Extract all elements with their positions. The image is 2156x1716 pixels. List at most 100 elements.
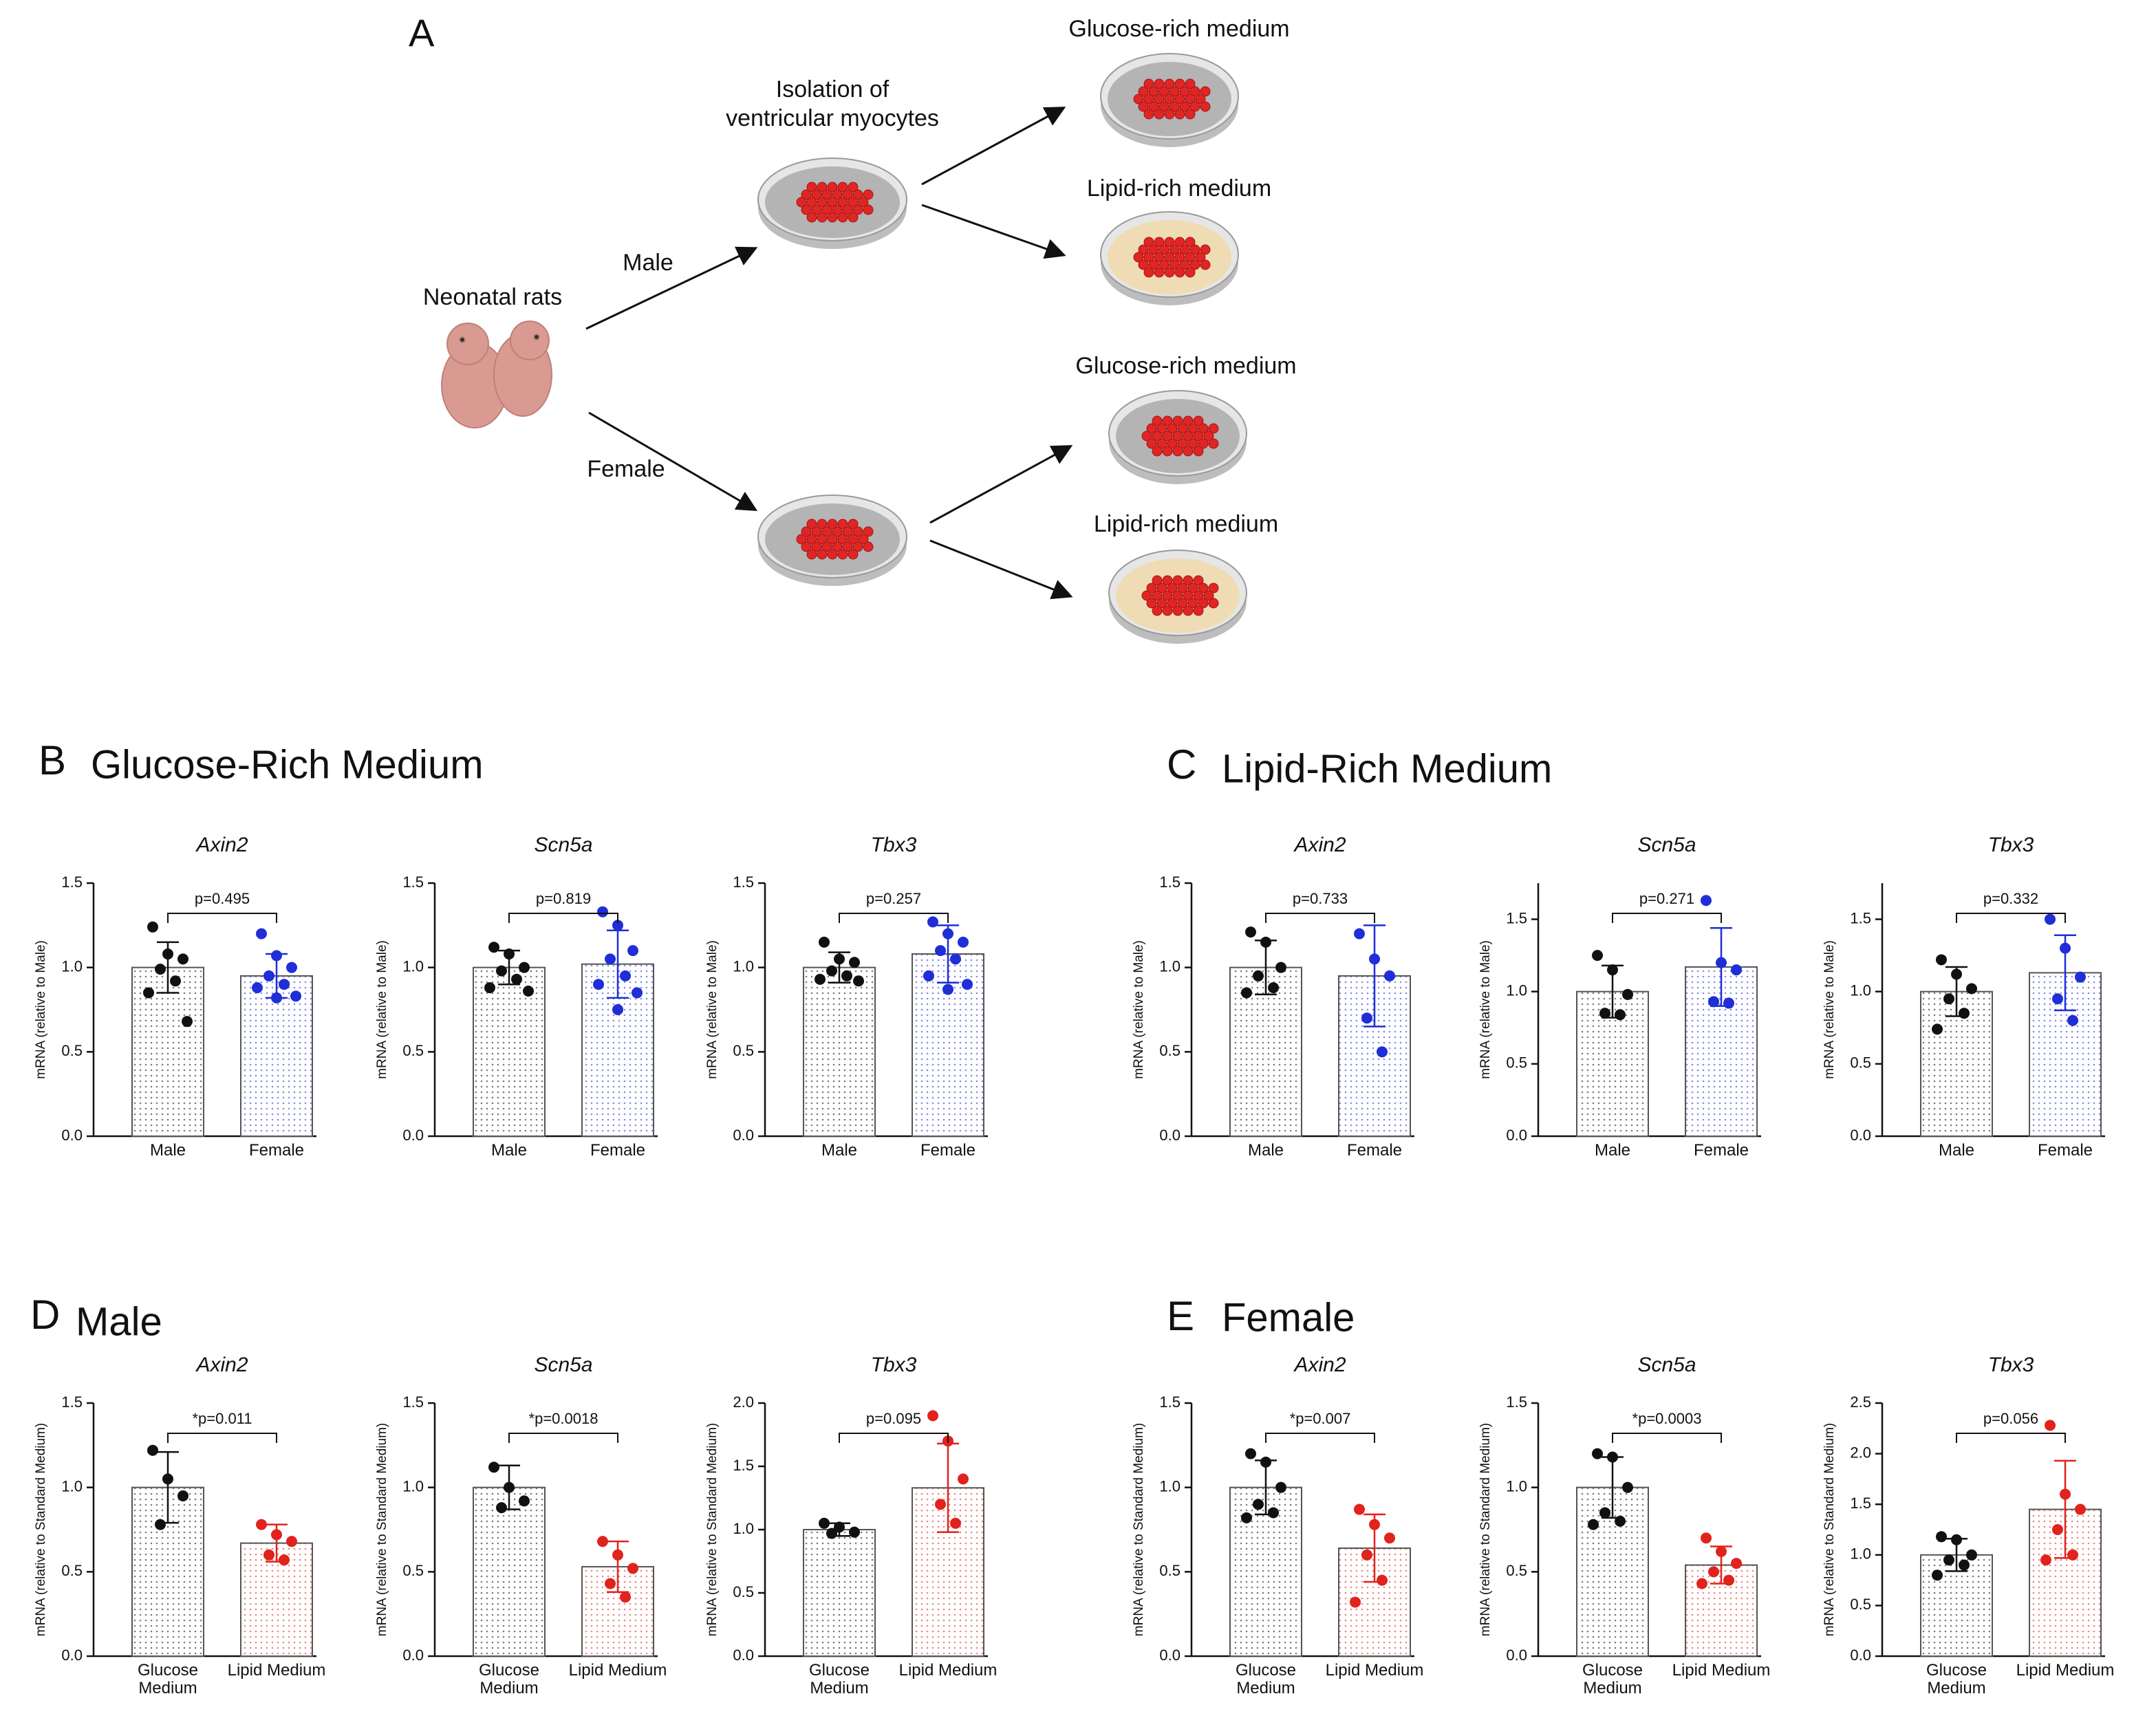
panel-letter: C [1167,741,1196,788]
data-point [1268,1507,1279,1519]
cell [1152,575,1163,586]
cell [1193,446,1204,457]
y-tick-label: 1.5 [1850,909,1871,926]
cell [1193,590,1204,601]
x-tick-label: Male [1938,1142,1975,1160]
cell [1198,423,1209,434]
chart-title: Scn5a [534,834,592,856]
significance-bracket [839,1433,949,1443]
data-point [2040,1554,2051,1566]
medium-label: Lipid-rich medium [1087,175,1271,202]
data-point [834,953,845,965]
x-tick-label: Glucose Medium [808,1662,870,1697]
y-tick-label: 0.5 [1159,1042,1181,1059]
cell [1174,252,1185,263]
significance-bracket [508,1433,618,1443]
significance-bracket [839,913,949,923]
cell [1152,590,1163,601]
data-point [597,1536,608,1547]
data-point [1716,957,1727,968]
data-point [271,992,282,1003]
y-axis-label: mRNA (relative to Male) [1822,940,1837,1079]
p-value: p=0.495 [195,890,250,907]
cell [832,526,843,537]
data-point [927,1410,938,1422]
cell [1167,583,1178,594]
cell [842,189,853,200]
data-point [1943,1554,1954,1566]
cell [801,526,812,537]
y-tick-label: 0.5 [1850,1054,1871,1072]
data-point [147,921,158,933]
data-point [962,979,973,990]
cell [852,204,863,215]
cell [1156,438,1167,449]
y-tick-label: 1.5 [402,1393,424,1411]
data-point [1245,926,1256,938]
cell [1164,267,1175,278]
data-point [1350,1596,1361,1608]
cell [848,197,859,208]
panel-title: Lipid-Rich Medium [1222,746,1552,791]
data-point [2060,1488,2071,1500]
data-point [1253,970,1264,981]
cell [1143,252,1154,263]
cell [1198,438,1209,449]
cell [1172,446,1183,457]
cell [1187,423,1198,434]
chart-title: Scn5a [534,1354,592,1376]
data-point [612,920,623,931]
data-point [1369,1519,1380,1530]
cell [796,534,807,545]
cell [852,189,863,200]
data-point [271,950,282,962]
cell [1148,101,1159,112]
cell [832,189,843,200]
cell [1172,415,1183,426]
data-point [256,928,267,940]
cell [806,182,817,193]
cell [821,189,832,200]
x-tick-label-box: Lipid Medium [228,1662,326,1680]
y-tick-label: 1.5 [61,873,83,891]
cell [1187,438,1198,449]
data-point [1354,928,1365,940]
chart-title: Axin2 [1293,834,1346,856]
data-point [2067,1014,2078,1026]
x-tick-label: Female [1693,1142,1749,1160]
y-tick-label: 0.0 [1850,1647,1871,1664]
y-axis-label: mRNA (relative to Standard Medium) [1478,1423,1493,1636]
panel-title: Male [76,1299,162,1344]
data-point [252,982,263,994]
cell [1189,86,1200,97]
cell [1148,86,1159,97]
data-point [605,1578,616,1589]
x-tick-label-box: Female [2038,1142,2093,1160]
cell [1185,252,1196,263]
data-point [1936,954,1947,966]
data-point [519,1495,530,1507]
y-tick-label: 1.5 [1159,873,1181,891]
cell [1162,446,1173,457]
data-point [286,1536,297,1547]
medium-label: Glucose-rich medium [1075,353,1296,379]
data-point [143,987,154,999]
data-point [2052,993,2063,1005]
x-tick-label-box: Female [249,1142,304,1160]
significance-bracket [1265,1433,1375,1443]
y-tick-label: 1.0 [1159,1477,1181,1495]
data-point [1959,1559,1970,1571]
cell [1174,109,1185,120]
y-axis-label: mRNA (relative to Standard Medium) [34,1423,48,1636]
data-point [958,936,969,948]
chart-title: Axin2 [195,1354,248,1376]
cell [1203,590,1214,601]
cell [1203,431,1214,442]
cell [832,541,843,552]
significance-bracket [1612,1433,1722,1443]
cell [806,549,817,560]
x-tick-label: Female [590,1142,646,1160]
x-tick-label: Female [1346,1142,1403,1160]
dish [1100,53,1239,147]
data-point [1260,936,1271,948]
